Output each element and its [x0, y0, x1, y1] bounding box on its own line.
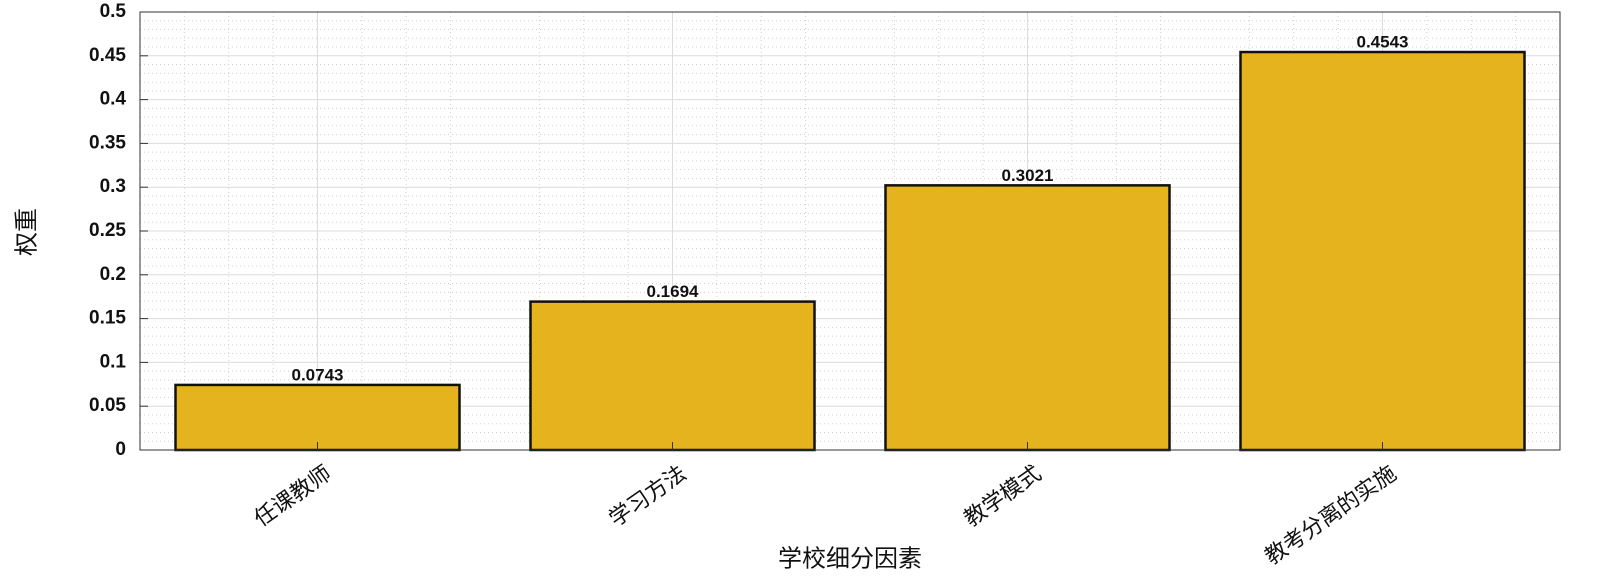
x-axis-label: 学校细分因素 — [778, 545, 922, 572]
data-label: 0.4543 — [1357, 33, 1409, 52]
bar — [884, 184, 1171, 452]
x-tick-label: 学习方法 — [604, 460, 690, 531]
y-tick-label: 0.5 — [100, 1, 127, 22]
y-tick-label: 0.3 — [100, 176, 126, 197]
y-tick-label: 0.15 — [89, 308, 126, 329]
data-label: 0.3021 — [1002, 166, 1054, 185]
x-tick-label: 教学模式 — [959, 460, 1045, 531]
y-tick-label: 0.05 — [89, 395, 126, 416]
y-tick-label: 0.1 — [100, 351, 127, 372]
y-tick-label: 0.2 — [100, 264, 126, 285]
bar — [174, 383, 461, 452]
data-label: 0.0743 — [292, 365, 344, 384]
x-tick-label: 任课教师 — [249, 460, 335, 531]
y-axis-label: 权重 — [13, 208, 40, 256]
data-label: 0.1694 — [647, 282, 700, 301]
y-tick-label: 0.4 — [100, 89, 127, 110]
y-tick-label: 0 — [115, 439, 126, 460]
bar — [529, 300, 816, 452]
y-tick-label: 0.35 — [89, 132, 126, 153]
y-tick-label: 0.45 — [89, 45, 126, 66]
x-tick-label: 教考分离的实施 — [1260, 460, 1401, 569]
plot-frame — [139, 11, 1561, 451]
bar — [1239, 50, 1526, 452]
y-tick-label: 0.25 — [89, 220, 126, 241]
